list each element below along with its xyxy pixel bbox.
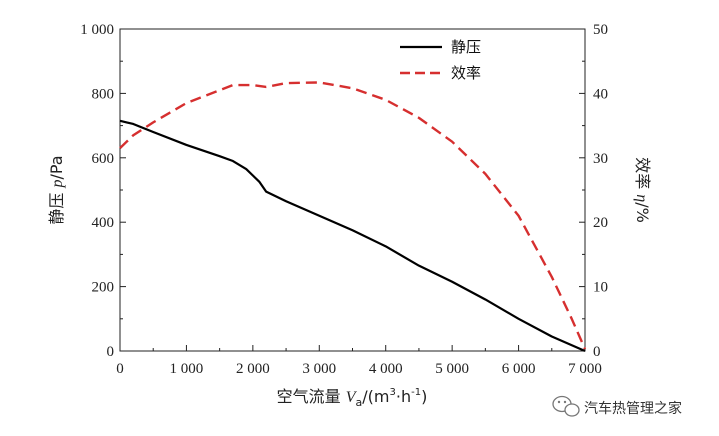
- left-y-tick-label: 800: [92, 86, 115, 102]
- left-y-axis-ticks: 0 200 400 600 800 1 000: [80, 22, 126, 360]
- x-tick-label: 1 000: [170, 361, 204, 377]
- watermark: 汽车热管理之家: [552, 395, 682, 417]
- left-y-tick-label: 1 000: [80, 22, 114, 38]
- left-y-tick-label: 200: [92, 280, 115, 296]
- plot-frame: [119, 28, 586, 352]
- x-tick-label: 2 000: [236, 361, 270, 377]
- x-tick-label: 4 000: [369, 361, 403, 377]
- left-y-tick-label: 400: [92, 215, 115, 231]
- left-y-tick-label: 600: [92, 151, 115, 167]
- left-y-tick-label: 0: [107, 344, 115, 360]
- right-y-tick-label: 20: [593, 215, 608, 231]
- right-y-tick-label: 50: [593, 22, 608, 38]
- series-line-static-pressure: [119, 119, 586, 353]
- right-y-tick-label: 0: [593, 344, 601, 360]
- watermark-text: 汽车热管理之家: [584, 400, 682, 417]
- right-y-axis-ticks: 0 10 20 30 40 50: [579, 22, 608, 360]
- legend-label-efficiency: 效率: [451, 64, 481, 82]
- right-y-tick-label: 40: [593, 86, 608, 102]
- right-y-tick-label: 30: [593, 151, 608, 167]
- x-axis-label: 空气流量 Va/(m3·h-1): [277, 387, 428, 409]
- left-y-axis-label: 静压 p/Pa: [47, 155, 66, 224]
- legend-label-static-pressure: 静压: [451, 38, 481, 56]
- x-tick-label: 7 000: [568, 361, 602, 377]
- x-tick-label: 6 000: [502, 361, 536, 377]
- x-tick-label: 5 000: [435, 361, 469, 377]
- right-y-tick-label: 10: [593, 280, 608, 296]
- x-tick-label: 3 000: [302, 361, 336, 377]
- x-tick-label: 0: [116, 361, 124, 377]
- right-y-axis-label: 效率 η/%: [633, 157, 652, 223]
- series-line-efficiency: [119, 81, 587, 350]
- legend: 静压 效率: [400, 38, 481, 82]
- x-axis-ticks: 0 1 000 2 000 3 000 4 000 5 000 6 000 7 000: [116, 345, 602, 377]
- wechat-icon: [552, 395, 580, 417]
